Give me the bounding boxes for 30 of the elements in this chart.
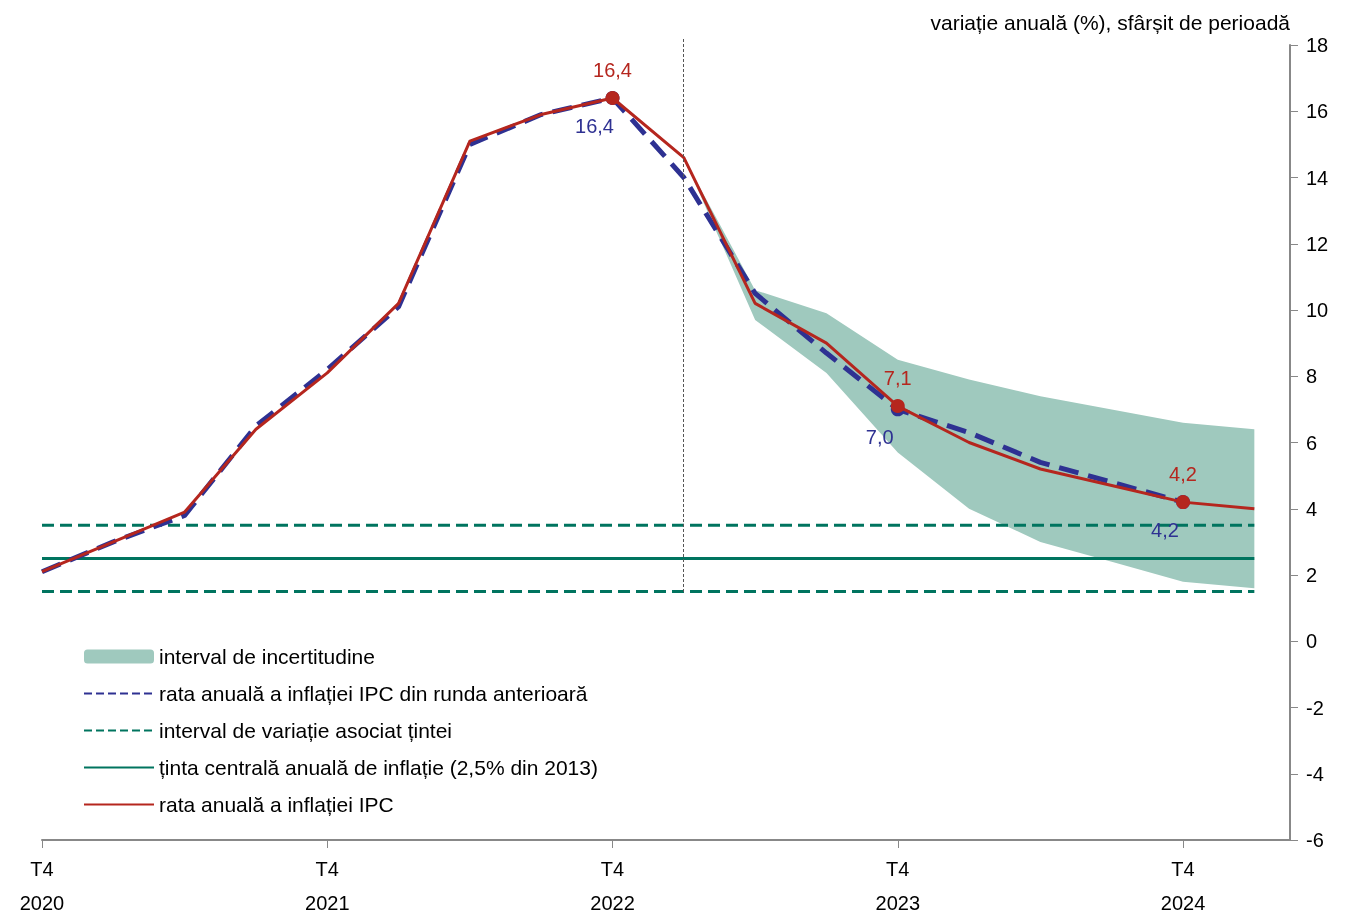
x-tick-label: T4 2024 [1160, 858, 1206, 914]
y-tick-label: 16 [1306, 100, 1329, 123]
data-label: 4,2 [1169, 463, 1197, 486]
x-tick-label: T4 2020 [19, 858, 65, 914]
legend-label: rata anuală a inflației IPC [159, 793, 394, 816]
y-tick-label: -4 [1306, 762, 1324, 785]
data-label: 16,4 [593, 59, 632, 81]
y-tick-label: -6 [1306, 829, 1324, 851]
x-tick-label: T4 2021 [305, 858, 350, 914]
legend-label: interval de incertitudine [159, 645, 375, 668]
x-tick-label: T4 2022 [590, 858, 635, 914]
data-label: 16,4 [575, 115, 614, 137]
y-tick-label: 18 [1306, 34, 1329, 56]
data-label: 7,0 [865, 426, 894, 449]
legend-label: ținta centrală anuală de inflație (2,5% din 2013) [159, 756, 598, 779]
data-label: 7,1 [883, 367, 912, 390]
x-tick-label: T4 2023 [875, 858, 921, 914]
data-label: 4,2 [1151, 519, 1179, 542]
y-tick-label: 6 [1306, 431, 1318, 454]
legend-label: rata anuală a inflației IPC din runda anterioară [159, 682, 588, 705]
y-tick-label: 0 [1306, 630, 1318, 653]
y-tick-label: 10 [1306, 299, 1329, 321]
y-tick-label: 2 [1306, 564, 1318, 586]
legend-label: interval de variație asociat țintei [159, 719, 452, 742]
y-tick-label: 12 [1306, 232, 1329, 255]
y-tick-label: 8 [1306, 365, 1318, 388]
y-tick-label: 4 [1306, 497, 1318, 520]
y-tick-label: 14 [1306, 166, 1329, 189]
y-tick-label: -2 [1306, 696, 1324, 719]
y-axis-title: variație anuală (%), sfârșit de perioadă [930, 11, 1291, 34]
